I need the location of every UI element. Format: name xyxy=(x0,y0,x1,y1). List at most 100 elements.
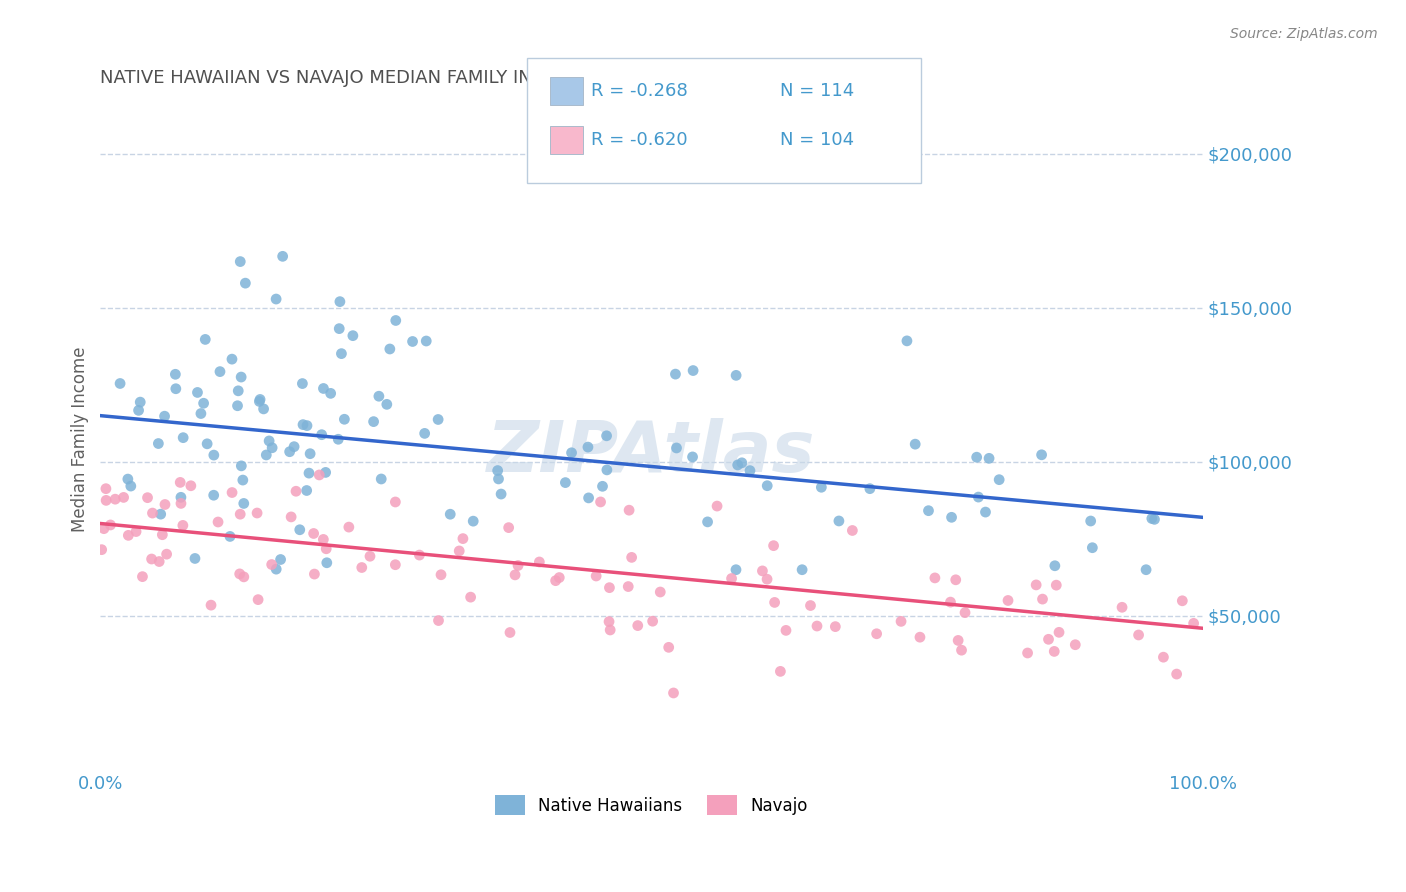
Point xyxy=(946,633,969,648)
Point xyxy=(1182,616,1205,631)
Point xyxy=(924,571,946,585)
Point xyxy=(384,495,406,509)
Point xyxy=(449,544,471,558)
Point xyxy=(285,484,308,499)
Point xyxy=(592,479,614,493)
Point xyxy=(384,313,406,327)
Point xyxy=(120,479,142,493)
Point xyxy=(725,368,748,383)
Point xyxy=(295,418,318,433)
Point xyxy=(172,431,194,445)
Point xyxy=(342,328,364,343)
Point xyxy=(769,665,792,679)
Point xyxy=(762,539,785,553)
Point xyxy=(229,254,252,268)
Point xyxy=(219,529,242,543)
Point xyxy=(578,491,600,505)
Point xyxy=(486,464,509,478)
Point xyxy=(93,522,115,536)
Point xyxy=(264,562,287,576)
Point xyxy=(194,333,217,347)
Point xyxy=(315,466,337,480)
Point xyxy=(738,464,761,478)
Point xyxy=(148,555,170,569)
Point xyxy=(950,643,973,657)
Point xyxy=(720,572,742,586)
Point xyxy=(439,507,461,521)
Point xyxy=(620,550,643,565)
Point xyxy=(498,521,520,535)
Point xyxy=(460,590,482,604)
Point xyxy=(384,558,406,572)
Point xyxy=(489,487,512,501)
Point xyxy=(311,427,333,442)
Point xyxy=(221,352,243,367)
Point xyxy=(1111,600,1133,615)
Point xyxy=(271,249,294,263)
Point xyxy=(228,566,250,581)
Point xyxy=(806,619,828,633)
Point xyxy=(270,552,292,566)
Point xyxy=(1031,448,1053,462)
Point xyxy=(1081,541,1104,555)
Point xyxy=(190,407,212,421)
Point xyxy=(378,342,401,356)
Point xyxy=(554,475,576,490)
Point xyxy=(235,276,257,290)
Point xyxy=(503,567,526,582)
Text: N = 114: N = 114 xyxy=(780,82,855,100)
Point xyxy=(463,514,485,528)
Point xyxy=(997,593,1019,607)
Point xyxy=(1045,578,1067,592)
Point xyxy=(974,505,997,519)
Point xyxy=(941,510,963,524)
Point xyxy=(226,384,249,398)
Point xyxy=(100,518,122,533)
Point xyxy=(260,558,283,572)
Point xyxy=(94,493,117,508)
Point xyxy=(333,412,356,426)
Point xyxy=(682,450,704,464)
Point xyxy=(682,363,704,377)
Y-axis label: Median Family Income: Median Family Income xyxy=(72,346,89,532)
Point xyxy=(451,532,474,546)
Point xyxy=(967,490,990,504)
Point xyxy=(148,436,170,450)
Point xyxy=(247,592,270,607)
Point xyxy=(288,523,311,537)
Point xyxy=(890,615,912,629)
Point xyxy=(330,346,353,360)
Point xyxy=(598,581,620,595)
Point xyxy=(763,595,786,609)
Point xyxy=(180,479,202,493)
Point xyxy=(193,396,215,410)
Point xyxy=(430,567,453,582)
Point xyxy=(775,624,797,638)
Point xyxy=(427,614,450,628)
Point xyxy=(427,412,450,426)
Point xyxy=(576,440,599,454)
Point xyxy=(544,574,567,588)
Point xyxy=(370,472,392,486)
Point xyxy=(136,491,159,505)
Point xyxy=(367,389,389,403)
Text: R = -0.268: R = -0.268 xyxy=(591,82,688,100)
Point xyxy=(153,498,176,512)
Point xyxy=(917,504,939,518)
Text: Source: ZipAtlas.com: Source: ZipAtlas.com xyxy=(1230,27,1378,41)
Point xyxy=(257,434,280,448)
Point xyxy=(799,599,821,613)
Point xyxy=(262,441,284,455)
Point xyxy=(756,572,779,586)
Point xyxy=(363,415,385,429)
Point xyxy=(315,556,337,570)
Point xyxy=(186,385,208,400)
Point xyxy=(1043,558,1066,573)
Point xyxy=(200,598,222,612)
Point xyxy=(945,573,967,587)
Point xyxy=(988,473,1011,487)
Point xyxy=(896,334,918,348)
Point xyxy=(229,507,252,521)
Point xyxy=(165,368,187,382)
Point xyxy=(292,417,315,432)
